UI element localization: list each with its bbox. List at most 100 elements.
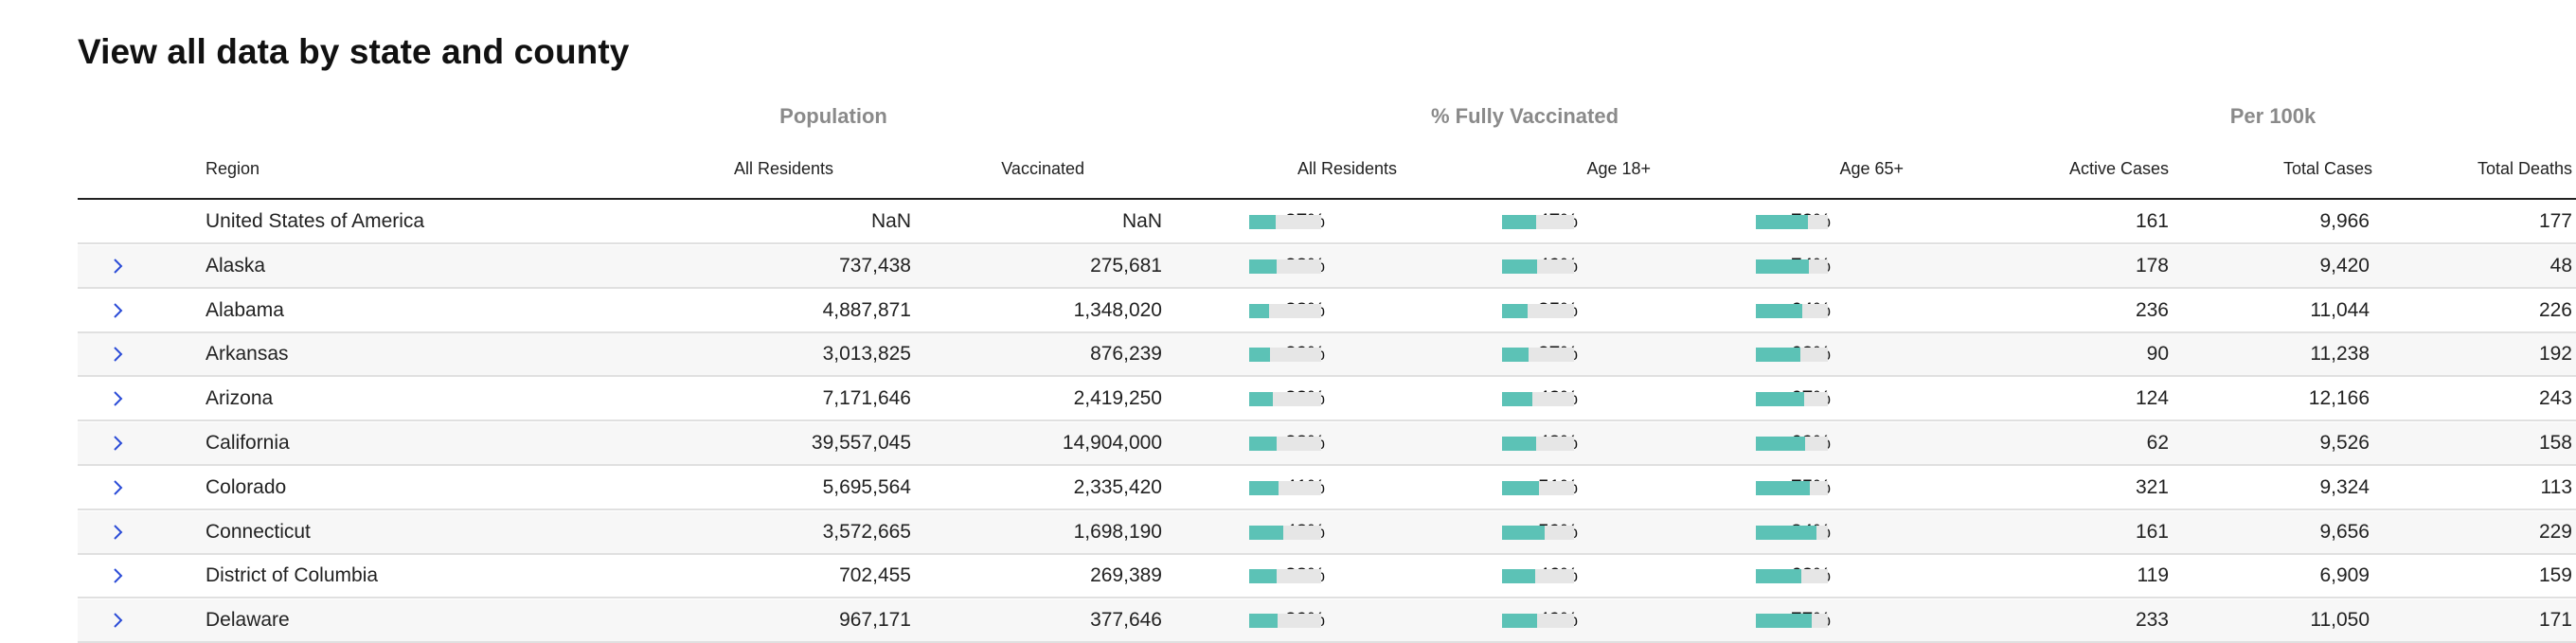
table-row[interactable]: Connecticut3,572,6651,698,19048%59%84%16… xyxy=(78,510,2576,555)
table-row[interactable]: California39,557,04514,904,00038%48%69%6… xyxy=(78,422,2576,466)
total-deaths-value: 177 xyxy=(2538,210,2572,232)
progress-bar-fill xyxy=(1502,392,1532,407)
chevron-right-icon[interactable] xyxy=(106,476,129,499)
active-cases-value: 90 xyxy=(2146,343,2169,366)
active-cases-value: 124 xyxy=(2135,387,2169,410)
total-cases-value: 11,044 xyxy=(2310,298,2370,321)
table-row[interactable]: Alabama4,887,8711,348,02028%35%64%23611,… xyxy=(78,290,2576,333)
header-divider xyxy=(78,198,2576,200)
chevron-right-icon[interactable] xyxy=(106,564,129,587)
progress-bar-fill xyxy=(1502,348,1530,363)
group-header-fully-vaccinated: % Fully Vaccinated xyxy=(1430,104,1619,128)
total-deaths-value: 229 xyxy=(2538,520,2572,543)
chevron-right-icon[interactable] xyxy=(106,343,129,366)
chevron-right-icon[interactable] xyxy=(106,299,129,322)
total-deaths-value: 171 xyxy=(2538,609,2572,632)
column-header-age-18[interactable]: Age 18+ xyxy=(1586,159,1651,178)
table-row[interactable]: Arizona7,171,6462,419,25033%42%67%12412,… xyxy=(78,378,2576,422)
total-cases-value: 11,050 xyxy=(2310,609,2370,632)
vaccinated-value: NaN xyxy=(1121,210,1162,232)
table-row[interactable]: Arkansas3,013,825876,23929%37%62%9011,23… xyxy=(78,333,2576,378)
column-header-age-65[interactable]: Age 65+ xyxy=(1839,159,1904,178)
all-residents-value: 4,887,871 xyxy=(822,298,911,321)
column-header-active-cases[interactable]: Active Cases xyxy=(2068,159,2169,178)
progress-bar-fill xyxy=(1502,259,1538,274)
progress-bar-track xyxy=(1249,303,1321,318)
all-residents-value: NaN xyxy=(870,210,911,232)
progress-bar-track xyxy=(1756,480,1828,495)
total-deaths-value: 159 xyxy=(2538,564,2572,587)
region-name: Alaska xyxy=(206,254,266,277)
column-header-all-residents[interactable]: All Residents xyxy=(733,159,833,178)
column-header-region[interactable]: Region xyxy=(206,159,260,178)
group-header-per-100k: Per 100k xyxy=(2229,104,2317,128)
total-deaths-value: 48 xyxy=(2549,254,2572,277)
total-cases-value: 9,526 xyxy=(2319,432,2370,454)
active-cases-value: 62 xyxy=(2146,432,2169,454)
chevron-right-icon[interactable] xyxy=(106,255,129,277)
chevron-right-icon[interactable] xyxy=(106,387,129,410)
column-header-total-deaths[interactable]: Total Deaths xyxy=(2477,159,2572,178)
progress-bar-track xyxy=(1502,348,1574,363)
progress-bar-track xyxy=(1502,303,1574,318)
progress-bar-track xyxy=(1249,259,1321,274)
region-name: Delaware xyxy=(206,609,290,632)
region-name: Alabama xyxy=(206,298,284,321)
column-header-vaccinated[interactable]: Vaccinated xyxy=(1001,159,1084,178)
progress-bar-fill xyxy=(1249,392,1274,407)
progress-bar-fill xyxy=(1756,614,1812,629)
progress-bar-track xyxy=(1249,480,1321,495)
chevron-right-icon[interactable] xyxy=(106,521,129,544)
total-deaths-value: 243 xyxy=(2538,387,2572,410)
progress-bar-fill xyxy=(1756,259,1810,274)
progress-bar-fill xyxy=(1756,348,1801,363)
region-name: Arkansas xyxy=(206,343,289,366)
group-header-population: Population xyxy=(779,104,887,128)
total-cases-value: 11,238 xyxy=(2310,343,2370,366)
region-name: Colorado xyxy=(206,475,287,498)
progress-bar-fill xyxy=(1756,525,1816,540)
table-row[interactable]: Colorado5,695,5642,335,42041%51%75%3219,… xyxy=(78,467,2576,510)
vaccinated-value: 377,646 xyxy=(1090,609,1162,632)
chevron-right-icon[interactable] xyxy=(106,432,129,455)
progress-bar-fill xyxy=(1502,437,1537,451)
progress-bar-fill xyxy=(1249,215,1277,229)
total-deaths-value: 158 xyxy=(2538,432,2572,454)
progress-bar-track xyxy=(1756,215,1828,229)
all-residents-value: 737,438 xyxy=(839,254,911,277)
vaccinated-value: 14,904,000 xyxy=(1062,432,1162,454)
progress-bar-fill xyxy=(1756,392,1804,407)
progress-bar-track xyxy=(1249,215,1321,229)
total-deaths-value: 113 xyxy=(2540,475,2572,498)
active-cases-value: 161 xyxy=(2135,520,2169,543)
vaccinated-value: 1,348,020 xyxy=(1073,298,1162,321)
progress-bar-track xyxy=(1756,569,1828,584)
progress-bar-track xyxy=(1502,480,1574,495)
progress-bar-fill xyxy=(1756,480,1810,495)
table-row[interactable]: Delaware967,171377,64639%49%77%23311,050… xyxy=(78,599,2576,643)
progress-bar-track xyxy=(1502,392,1574,407)
vaccinated-value: 876,239 xyxy=(1090,343,1162,366)
progress-bar-track xyxy=(1502,437,1574,451)
vaccinated-value: 1,698,190 xyxy=(1073,520,1162,543)
column-header-pct-all-residents[interactable]: All Residents xyxy=(1297,159,1397,178)
active-cases-value: 233 xyxy=(2135,609,2169,632)
chevron-right-icon[interactable] xyxy=(106,609,129,632)
progress-bar-fill xyxy=(1502,480,1539,495)
table-row[interactable]: District of Columbia702,455269,38938%46%… xyxy=(78,555,2576,599)
region-name: District of Columbia xyxy=(206,564,379,587)
progress-bar-track xyxy=(1249,348,1321,363)
progress-bar-track xyxy=(1756,259,1828,274)
all-residents-value: 5,695,564 xyxy=(822,475,911,498)
progress-bar-fill xyxy=(1249,525,1284,540)
vaccinated-value: 275,681 xyxy=(1090,254,1162,277)
progress-bar-track xyxy=(1756,348,1828,363)
progress-bar-fill xyxy=(1756,437,1806,451)
total-cases-value: 6,909 xyxy=(2319,564,2370,587)
progress-bar-track xyxy=(1249,569,1321,584)
progress-bar-track xyxy=(1756,525,1828,540)
active-cases-value: 178 xyxy=(2135,254,2169,277)
total-cases-value: 9,966 xyxy=(2319,210,2370,232)
column-header-total-cases[interactable]: Total Cases xyxy=(2282,159,2372,178)
